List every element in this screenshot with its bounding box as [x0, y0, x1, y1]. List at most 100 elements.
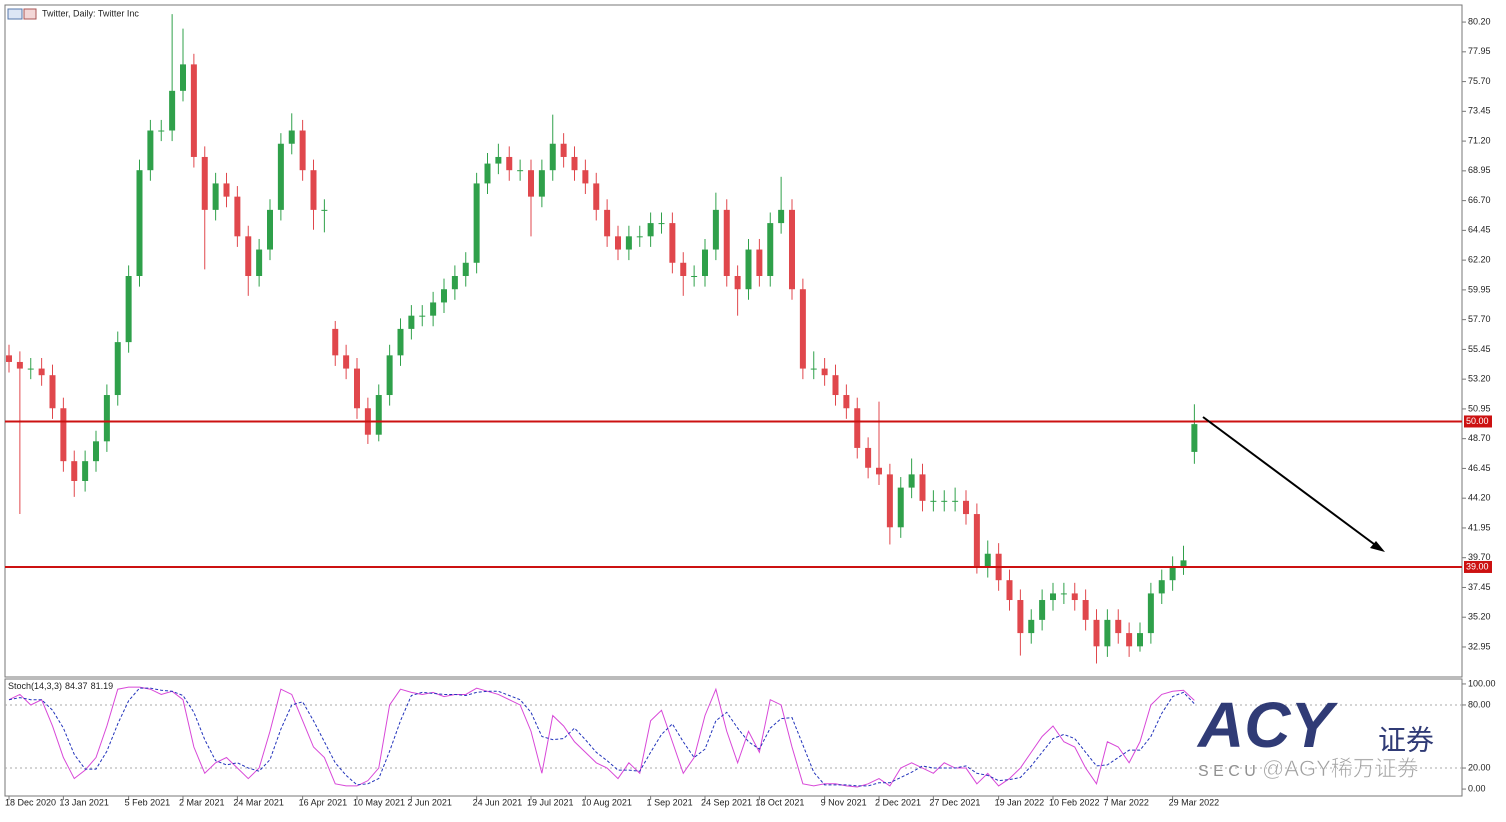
y-tick-label: 62.20	[1468, 254, 1491, 264]
candle-body	[310, 170, 317, 210]
candle-body	[876, 467, 882, 475]
candle-body	[103, 395, 110, 442]
x-tick-label: 19 Jul 2021	[527, 797, 574, 807]
y-tick-label: 73.45	[1468, 106, 1491, 116]
level-label-box	[1464, 415, 1492, 428]
stoch-line	[8, 686, 1195, 788]
candle-body	[1126, 633, 1133, 647]
candle-body	[1028, 619, 1035, 634]
candle-body	[473, 183, 480, 263]
y-tick-label: 66.70	[1468, 195, 1491, 205]
candle-body	[560, 143, 567, 157]
candle-body	[984, 553, 991, 567]
trend-arrow	[1202, 416, 1379, 548]
candle-body	[1104, 619, 1111, 647]
x-tick-label: 2 Dec 2021	[875, 797, 921, 807]
watermark: ACY 证券 S E C U @AGY稀万证券	[1196, 689, 1434, 781]
candle-body	[1060, 593, 1067, 595]
candle-body	[180, 64, 186, 91]
candle-body	[93, 441, 99, 462]
candle-body	[343, 355, 350, 369]
candle-body	[38, 368, 45, 376]
y-tick-label: 77.95	[1468, 46, 1491, 56]
candle-body	[267, 209, 273, 250]
candle-body	[201, 156, 208, 210]
candle-body	[702, 249, 708, 276]
header-icon	[7, 8, 37, 20]
watermark-sub: S E C U	[1198, 763, 1256, 780]
candle-body	[778, 209, 785, 224]
candle-body	[386, 355, 393, 396]
candle-body	[963, 500, 969, 515]
y-tick-label: 35.20	[1468, 612, 1491, 622]
stoch-name: Stoch(14,3,3)	[8, 681, 62, 691]
candle-body	[1082, 600, 1089, 620]
candle-body	[625, 236, 632, 250]
candle-body	[593, 183, 600, 210]
y-tick-label: 68.95	[1468, 165, 1491, 175]
y-tick-label: 32.95	[1468, 641, 1491, 651]
candle-body	[1158, 580, 1165, 594]
candle-body	[799, 289, 806, 369]
candle-body	[843, 395, 850, 409]
candle-body	[658, 223, 665, 225]
candle-body	[419, 315, 426, 317]
y-tick-label: 53.20	[1468, 374, 1491, 384]
candle-body	[1191, 424, 1198, 452]
candle-body	[495, 156, 502, 164]
x-tick-label: 27 Dec 2021	[929, 797, 980, 807]
candle-body	[973, 514, 980, 567]
candle-body	[1115, 619, 1122, 634]
candle-body	[734, 275, 741, 290]
candle-body	[60, 408, 67, 462]
candle-body	[680, 262, 687, 276]
candle-body	[571, 156, 578, 171]
marks: 80.20 77.95 75.70 73.45 71.20 68.95 66.70 64.45…	[5, 14, 1496, 807]
stoch-panel	[4, 678, 1463, 797]
stoch-line	[8, 687, 1195, 787]
candle-body	[930, 500, 937, 502]
candle-body	[158, 130, 165, 132]
candle-body	[169, 90, 176, 131]
candle-body	[669, 223, 676, 263]
candle-body	[49, 375, 56, 409]
candle-body	[430, 302, 437, 316]
candle-body	[615, 236, 621, 250]
price-panel	[4, 4, 1463, 678]
candle-body	[952, 500, 959, 502]
y-tick-label: 55.45	[1468, 344, 1491, 354]
watermark-handle: @AGY稀万证券	[1262, 756, 1419, 781]
level-label: 50.00	[1466, 416, 1489, 426]
candle-body	[6, 355, 12, 362]
candle-body	[712, 209, 719, 250]
candle-body	[821, 368, 828, 376]
y-tick-label: 75.70	[1468, 76, 1491, 86]
candle-body	[462, 262, 469, 276]
x-tick-label: 24 Jun 2021	[473, 797, 523, 807]
candle-body	[1006, 580, 1013, 601]
candle-body	[375, 395, 382, 435]
x-tick-label: 19 Jan 2022	[995, 797, 1045, 807]
candle-body	[245, 236, 252, 276]
candle-body	[234, 196, 241, 237]
candle-body	[114, 342, 121, 396]
candle-body	[832, 375, 839, 396]
y-tick-label: 59.95	[1468, 284, 1491, 294]
candle-body	[636, 236, 643, 238]
stoch-value: 84.37	[65, 681, 88, 691]
x-tick-label: 10 Aug 2021	[581, 797, 632, 807]
x-tick-label: 10 Feb 2022	[1049, 797, 1100, 807]
y-tick-label: 20.00	[1468, 762, 1491, 772]
x-tick-label: 10 May 2021	[353, 797, 405, 807]
y-tick-label: 37.45	[1468, 582, 1491, 592]
candle-body	[723, 209, 730, 276]
x-tick-label: 24 Sep 2021	[701, 797, 752, 807]
candle-body	[299, 130, 306, 171]
candle-body	[71, 461, 78, 481]
candle-body	[1093, 619, 1100, 647]
x-tick-label: 29 Mar 2022	[1169, 797, 1220, 807]
level-label: 39.00	[1466, 561, 1489, 571]
y-tick-label: 64.45	[1468, 225, 1491, 235]
